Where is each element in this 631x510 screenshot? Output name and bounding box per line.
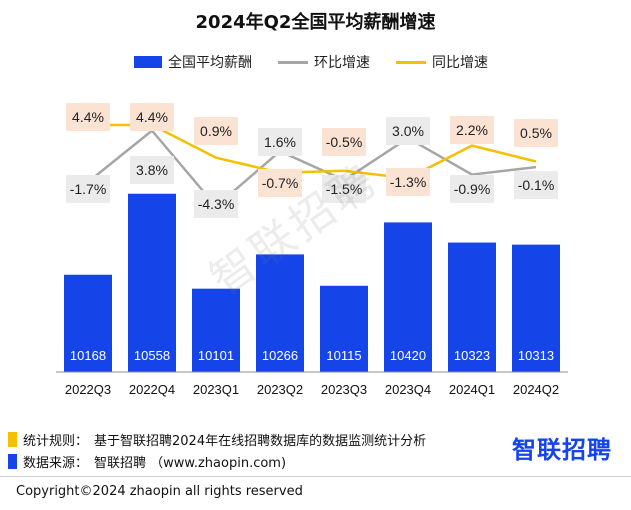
footer-rule-label: 统计规则： <box>23 434 89 449</box>
bar-value-label: 10168 <box>70 348 106 363</box>
yoy-value-label: -0.5% <box>326 134 363 150</box>
yoy-value-box <box>130 103 174 131</box>
brand-logo: 智联招聘 <box>512 436 612 464</box>
line-mom <box>87 128 537 209</box>
mom-value-box <box>130 156 174 184</box>
bar-value-label: 10558 <box>134 348 170 363</box>
footer-source-text: 智联招聘 （www.zhaopin.com) <box>94 456 287 471</box>
bar-2024Q2 <box>512 244 560 372</box>
legend-swatch-yoy <box>396 60 426 64</box>
yoy-value-box <box>194 117 238 145</box>
legend-label-salary: 全国平均薪酬 <box>168 55 252 71</box>
x-tick-label: 2022Q4 <box>129 382 175 397</box>
bar-value-label: 10101 <box>198 348 234 363</box>
yoy-value-label: 2.2% <box>456 122 488 138</box>
legend-swatch-salary <box>134 56 162 68</box>
bar-value-label: 10323 <box>454 348 490 363</box>
chart-title: 2024年Q2全国平均薪酬增速 <box>195 12 436 33</box>
mom-value-box <box>322 175 366 203</box>
yoy-value-box <box>450 116 494 144</box>
mom-value-label: -0.9% <box>454 181 491 197</box>
mom-value-box <box>450 175 494 203</box>
footer-source: 数据来源： 智联招聘 （www.zhaopin.com) <box>8 452 286 471</box>
bar-2023Q2 <box>256 254 304 372</box>
mom-value-label: -1.5% <box>326 181 363 197</box>
chart-legend: 全国平均薪酬 环比增速 同比增速 <box>134 52 514 72</box>
mom-value-box <box>514 171 558 199</box>
copyright-text: Copyright©2024 zhaopin all rights reserv… <box>16 484 303 499</box>
yoy-value-box <box>66 103 110 131</box>
yoy-value-box <box>258 169 302 197</box>
legend-item-salary: 全国平均薪酬 <box>134 52 252 72</box>
bar-value-label: 10266 <box>262 348 298 363</box>
x-tick-label: 2023Q2 <box>257 382 303 397</box>
x-tick-label: 2024Q1 <box>449 382 495 397</box>
legend-swatch-mom <box>278 60 308 64</box>
yoy-value-label: 0.9% <box>200 123 232 139</box>
mom-value-label: -4.3% <box>198 196 235 212</box>
bar-2024Q1 <box>448 242 496 372</box>
bar-2022Q4 <box>128 193 176 372</box>
mom-value-label: 1.6% <box>264 134 296 150</box>
x-tick-label: 2023Q1 <box>193 382 239 397</box>
yoy-value-label: 0.5% <box>520 125 552 141</box>
footer-source-label: 数据来源： <box>23 456 89 471</box>
yoy-value-box <box>322 128 366 156</box>
bar-2023Q1 <box>192 288 240 372</box>
yoy-value-box <box>386 168 430 196</box>
bar-2023Q3 <box>320 285 368 372</box>
mom-value-label: 3.0% <box>392 123 424 139</box>
mom-value-box <box>194 190 238 218</box>
x-tick-label: 2024Q2 <box>513 382 559 397</box>
mom-value-box <box>66 175 110 203</box>
mom-value-label: -0.1% <box>518 177 555 193</box>
yoy-value-label: 4.4% <box>72 109 104 125</box>
mom-value-box <box>258 128 302 156</box>
chart-plot: 10168 2022Q3 10558 2022Q4 10101 2023Q1 10266 20… <box>56 103 568 397</box>
legend-label-yoy: 同比增速 <box>432 55 488 71</box>
legend-item-yoy: 同比增速 <box>396 52 488 72</box>
footer-rule-marker <box>8 432 17 447</box>
bar-2023Q4 <box>384 222 432 372</box>
legend-label-mom: 环比增速 <box>314 55 370 71</box>
x-tick-label: 2022Q3 <box>65 382 111 397</box>
yoy-value-label: -1.3% <box>390 174 427 190</box>
footer-rule: 统计规则： 基于智联招聘2024年在线招聘数据库的数据监测统计分析 <box>8 430 426 449</box>
x-tick-label: 2023Q4 <box>385 382 431 397</box>
bar-2022Q3 <box>64 274 112 372</box>
legend-item-mom: 环比增速 <box>278 52 370 72</box>
yoy-value-box <box>514 119 558 147</box>
footer-rule-text: 基于智联招聘2024年在线招聘数据库的数据监测统计分析 <box>94 434 427 449</box>
bar-value-label: 10313 <box>518 348 554 363</box>
footer-divider <box>0 476 631 477</box>
mom-value-label: 3.8% <box>136 162 168 178</box>
footer-source-marker <box>8 454 17 469</box>
yoy-value-label: 4.4% <box>136 109 168 125</box>
mom-value-label: -1.7% <box>70 181 107 197</box>
bar-value-label: 10115 <box>326 348 361 363</box>
x-tick-label: 2023Q3 <box>321 382 367 397</box>
yoy-value-label: -0.7% <box>262 175 299 191</box>
mom-value-box <box>386 117 430 145</box>
bar-value-label: 10420 <box>390 348 426 363</box>
